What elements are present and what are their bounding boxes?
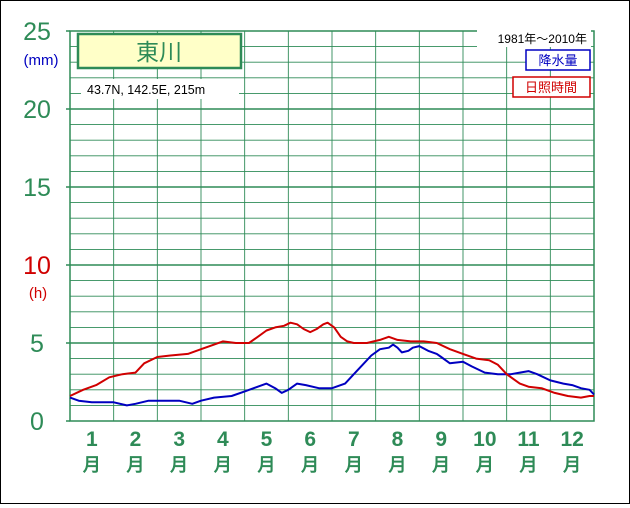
month-suffix-label: 月 — [213, 455, 232, 475]
y-tick-label: 15 — [23, 174, 51, 202]
month-suffix-label: 月 — [562, 455, 581, 475]
legend-precip-box — [525, 49, 591, 71]
y-tick-label: 0 — [30, 408, 44, 436]
station-name: 東川 — [136, 39, 182, 65]
series-lines — [69, 321, 595, 407]
month-suffix-label: 月 — [257, 455, 276, 475]
month-number-label: 10 — [473, 428, 496, 451]
month-number-label: 12 — [560, 428, 583, 451]
month-suffix-label: 月 — [344, 455, 363, 475]
month-suffix-label: 月 — [388, 455, 407, 475]
month-suffix-label: 月 — [300, 455, 319, 475]
month-suffix-label: 月 — [169, 455, 188, 475]
period-text: 1981年〜2010年 — [498, 32, 587, 46]
month-number-label: 9 — [435, 428, 447, 451]
series-line-precipitation — [69, 343, 595, 407]
y-tick-label: 20 — [23, 96, 51, 124]
month-suffix-label: 月 — [431, 455, 450, 475]
month-suffix-label: 月 — [519, 455, 538, 475]
y-tick-label: 10 — [23, 252, 51, 280]
month-number-label: 3 — [173, 428, 185, 451]
month-number-label: 5 — [261, 428, 273, 451]
month-number-label: 1 — [86, 428, 98, 451]
month-number-label: 11 — [517, 428, 540, 451]
y-unit-sun: (h) — [29, 285, 47, 302]
x-tick-labels: 1 月 2 月 3 月 4 月 5 月 6 月 7 月 8 月 9 月 10 月 11 月 12 月 — [82, 428, 584, 475]
month-number-label: 6 — [304, 428, 316, 451]
legend-sun-box — [512, 76, 591, 98]
month-number-label: 7 — [348, 428, 360, 451]
y-tick-label: 25 — [23, 18, 51, 46]
legend-precip-label: 降水量 — [538, 53, 577, 68]
month-number-label: 4 — [217, 428, 229, 451]
month-number-label: 8 — [392, 428, 404, 451]
legend-sun-label: 日照時間 — [525, 80, 577, 95]
y-tick-label: 5 — [30, 330, 44, 358]
series-line-sunshine — [69, 321, 594, 399]
station-box — [76, 32, 243, 70]
month-suffix-label: 月 — [475, 455, 494, 475]
month-suffix-label: 月 — [126, 455, 145, 475]
period-bg — [477, 29, 591, 47]
month-number-label: 2 — [130, 428, 142, 451]
month-suffix-label: 月 — [82, 455, 101, 475]
y-unit-precip: (mm) — [24, 52, 59, 69]
location-bg — [81, 79, 239, 99]
location-text: 43.7N, 142.5E, 215m — [87, 83, 205, 97]
y-tick-labels: 0 5 10 15 20 25 — [23, 18, 51, 436]
